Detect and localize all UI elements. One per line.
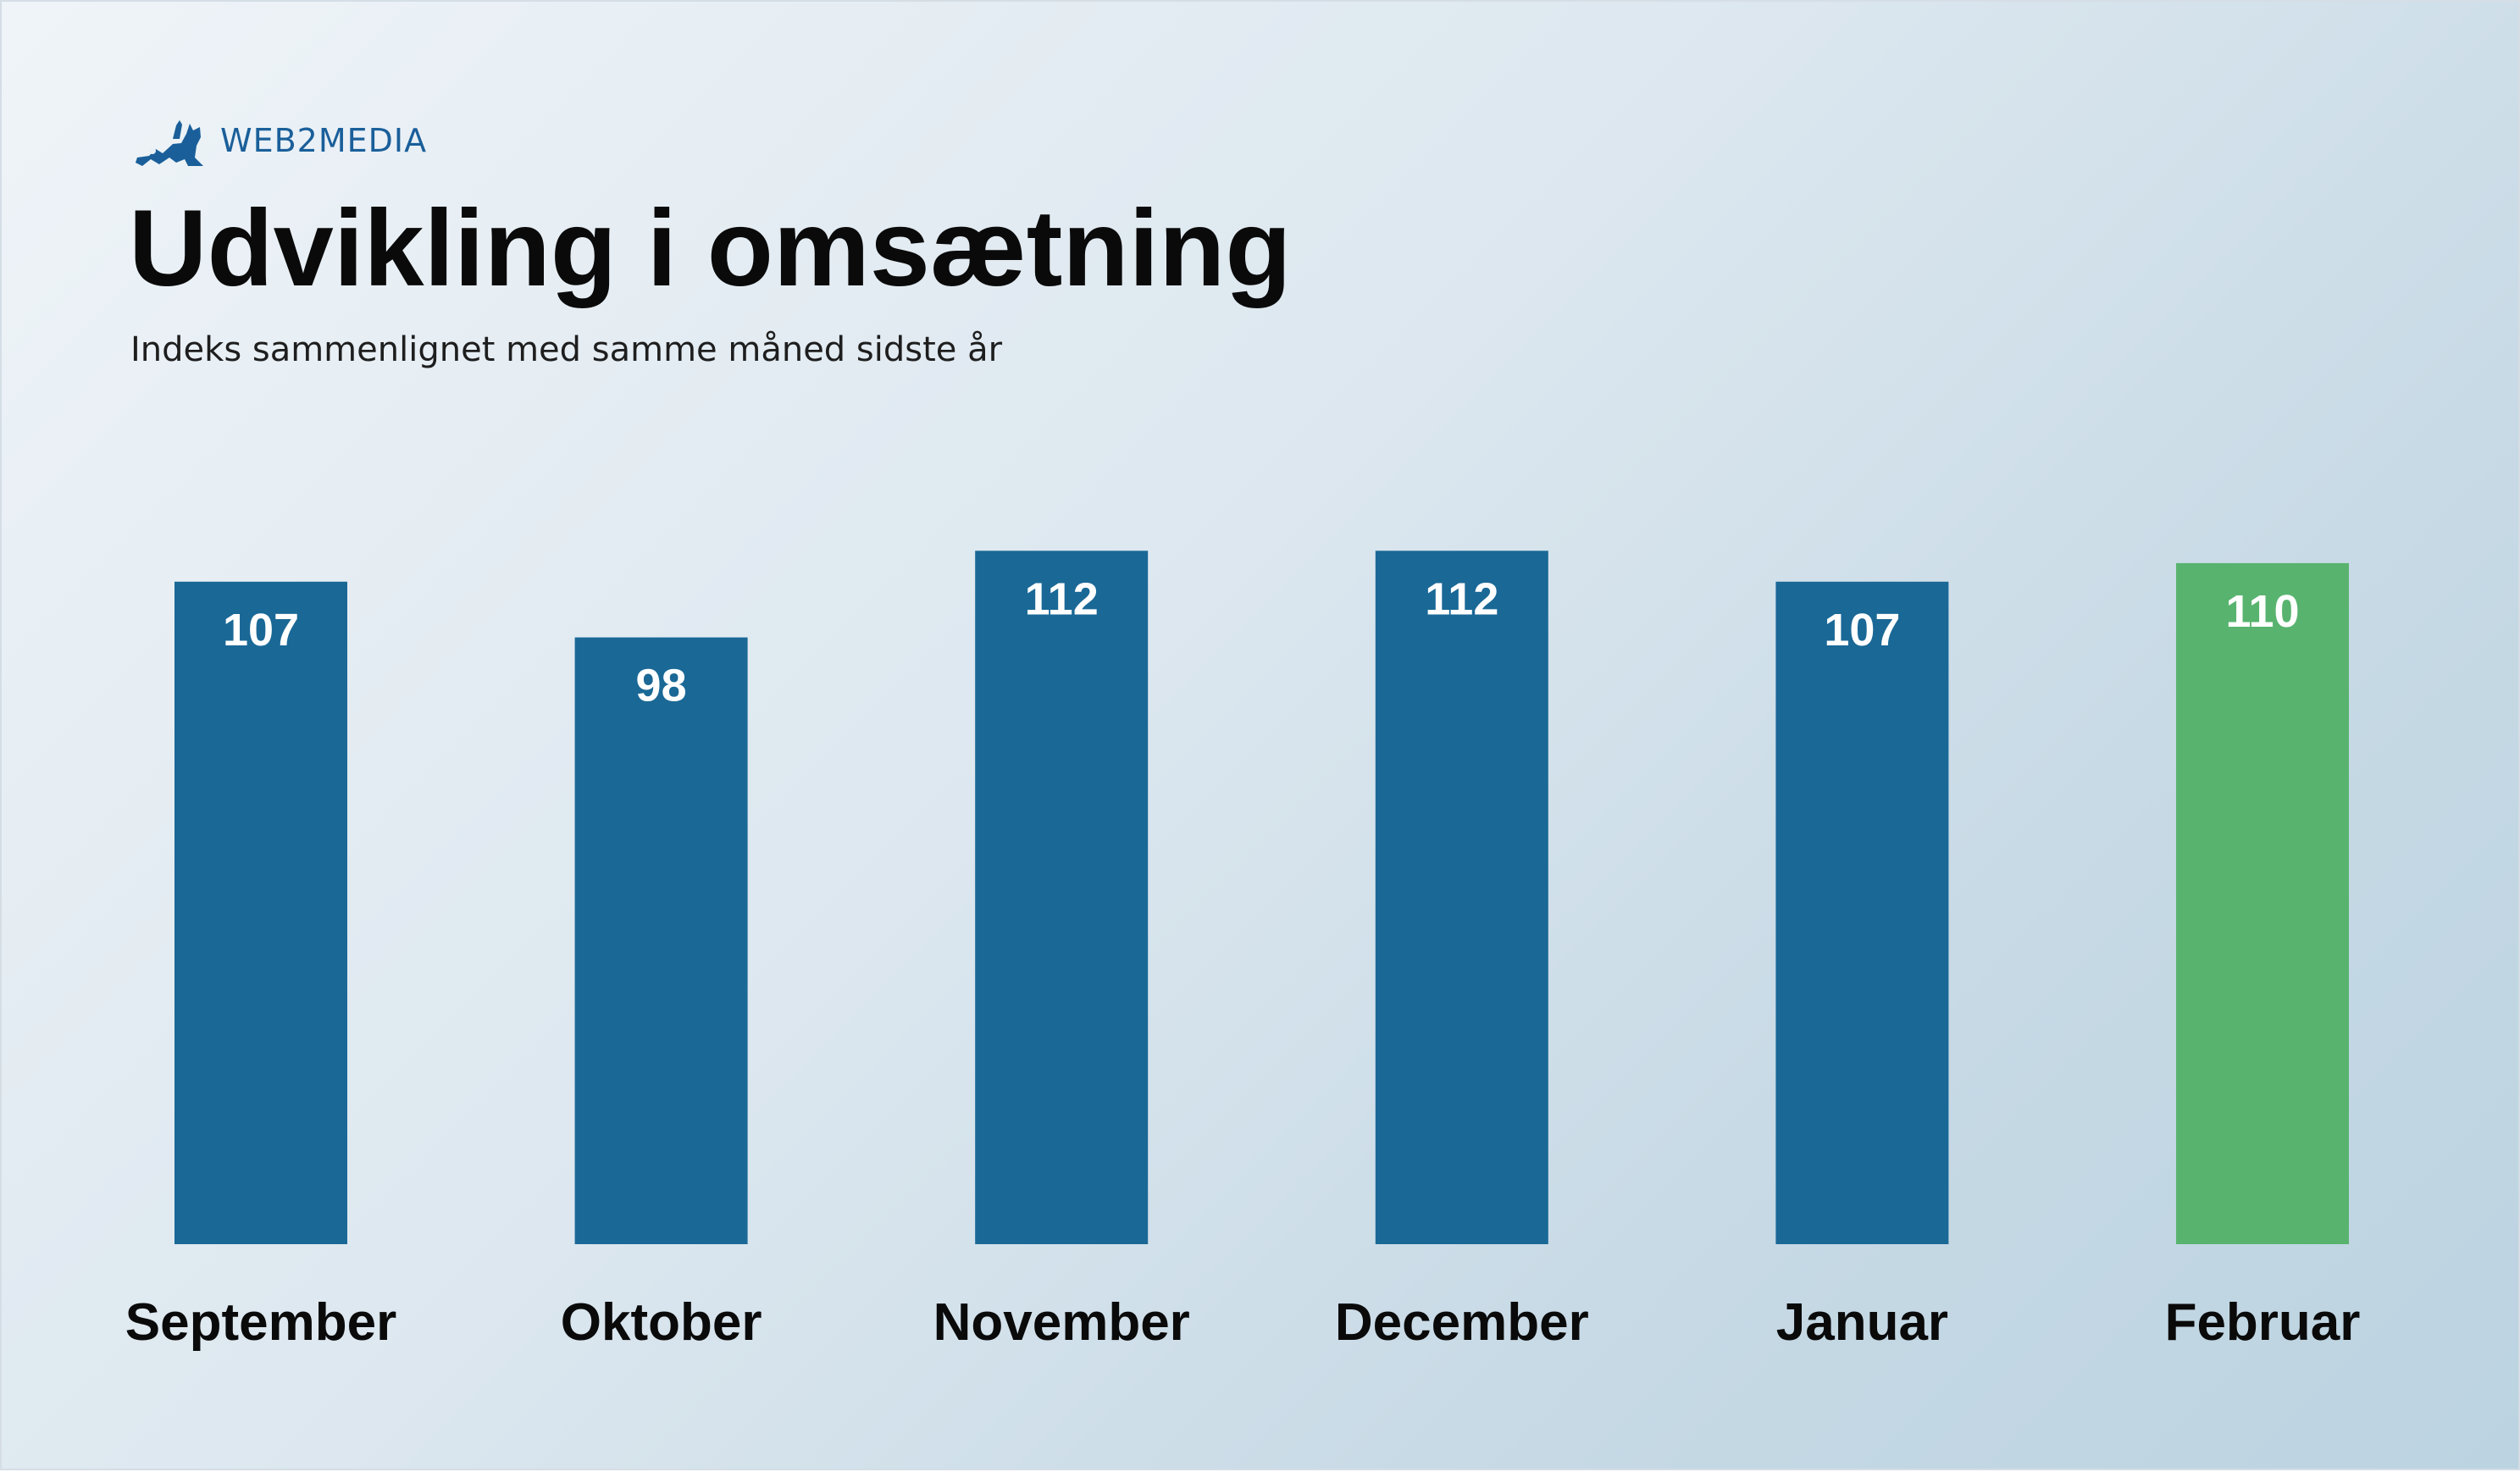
data-label-januar: 107 xyxy=(1824,605,1900,656)
bar-oktober xyxy=(574,637,748,1244)
bar-december xyxy=(1375,551,1548,1244)
bar-februar xyxy=(2176,562,2349,1244)
chart-subtitle: Indeks sammenlignet med samme måned sids… xyxy=(130,330,1003,369)
tick-label-september: September xyxy=(125,1293,396,1352)
tick-label-februar: Februar xyxy=(2165,1293,2361,1352)
tick-label-januar: Januar xyxy=(1776,1293,1948,1352)
bar-januar xyxy=(1775,581,1949,1244)
tick-label-november: November xyxy=(933,1293,1190,1352)
brand: WEB2MEDIA xyxy=(134,113,427,168)
chart-title: Udvikling i omsætning xyxy=(129,188,1292,309)
tick-label-december: December xyxy=(1335,1293,1589,1352)
tick-label-oktober: Oktober xyxy=(561,1293,762,1352)
brand-name: WEB2MEDIA xyxy=(220,122,428,159)
data-label-november: 112 xyxy=(1025,573,1099,624)
data-label-december: 112 xyxy=(1425,573,1498,624)
bar-september xyxy=(174,581,347,1244)
bar-november xyxy=(975,551,1149,1244)
data-label-september: 107 xyxy=(223,605,299,656)
data-label-oktober: 98 xyxy=(636,661,687,711)
data-label-februar: 110 xyxy=(2225,586,2299,637)
cat-icon xyxy=(136,120,203,166)
